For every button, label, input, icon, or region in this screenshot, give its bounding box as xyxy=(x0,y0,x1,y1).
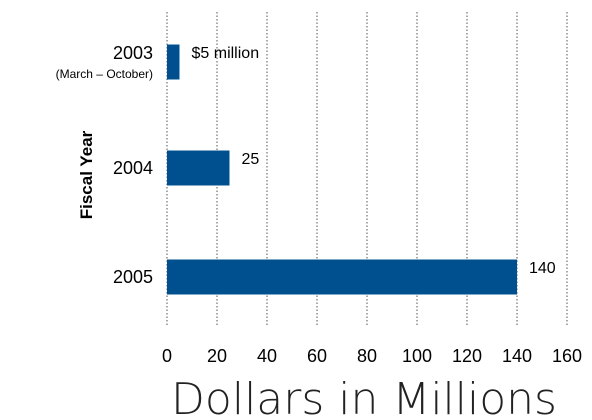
bar xyxy=(167,44,180,80)
x-tick-label: 160 xyxy=(552,346,582,366)
category-sublabel: (March – October) xyxy=(56,67,153,81)
x-tick-label: 80 xyxy=(357,346,377,366)
bars xyxy=(167,44,517,295)
labels: 0 20 40 60 80 100 120 140 160 2003 (March – Octobe… xyxy=(56,43,582,366)
x-tick-label: 60 xyxy=(307,346,327,366)
bar xyxy=(167,259,517,295)
category-label: 2004 xyxy=(113,158,153,178)
x-axis-label: Dollars in Millions xyxy=(171,374,557,420)
data-label: 140 xyxy=(529,260,556,277)
category-label: 2003 xyxy=(113,43,153,63)
x-tick-label: 100 xyxy=(402,346,432,366)
bar xyxy=(167,150,230,186)
x-tick-label: 0 xyxy=(162,346,172,366)
category-label: 2005 xyxy=(113,267,153,287)
x-tick-label: 20 xyxy=(207,346,227,366)
x-tick-label: 140 xyxy=(502,346,532,366)
data-label: $5 million xyxy=(192,45,260,62)
x-tick-label: 120 xyxy=(452,346,482,366)
data-label: 25 xyxy=(242,151,260,168)
y-axis-label: Fiscal Year xyxy=(77,130,96,219)
x-tick-label: 40 xyxy=(257,346,277,366)
